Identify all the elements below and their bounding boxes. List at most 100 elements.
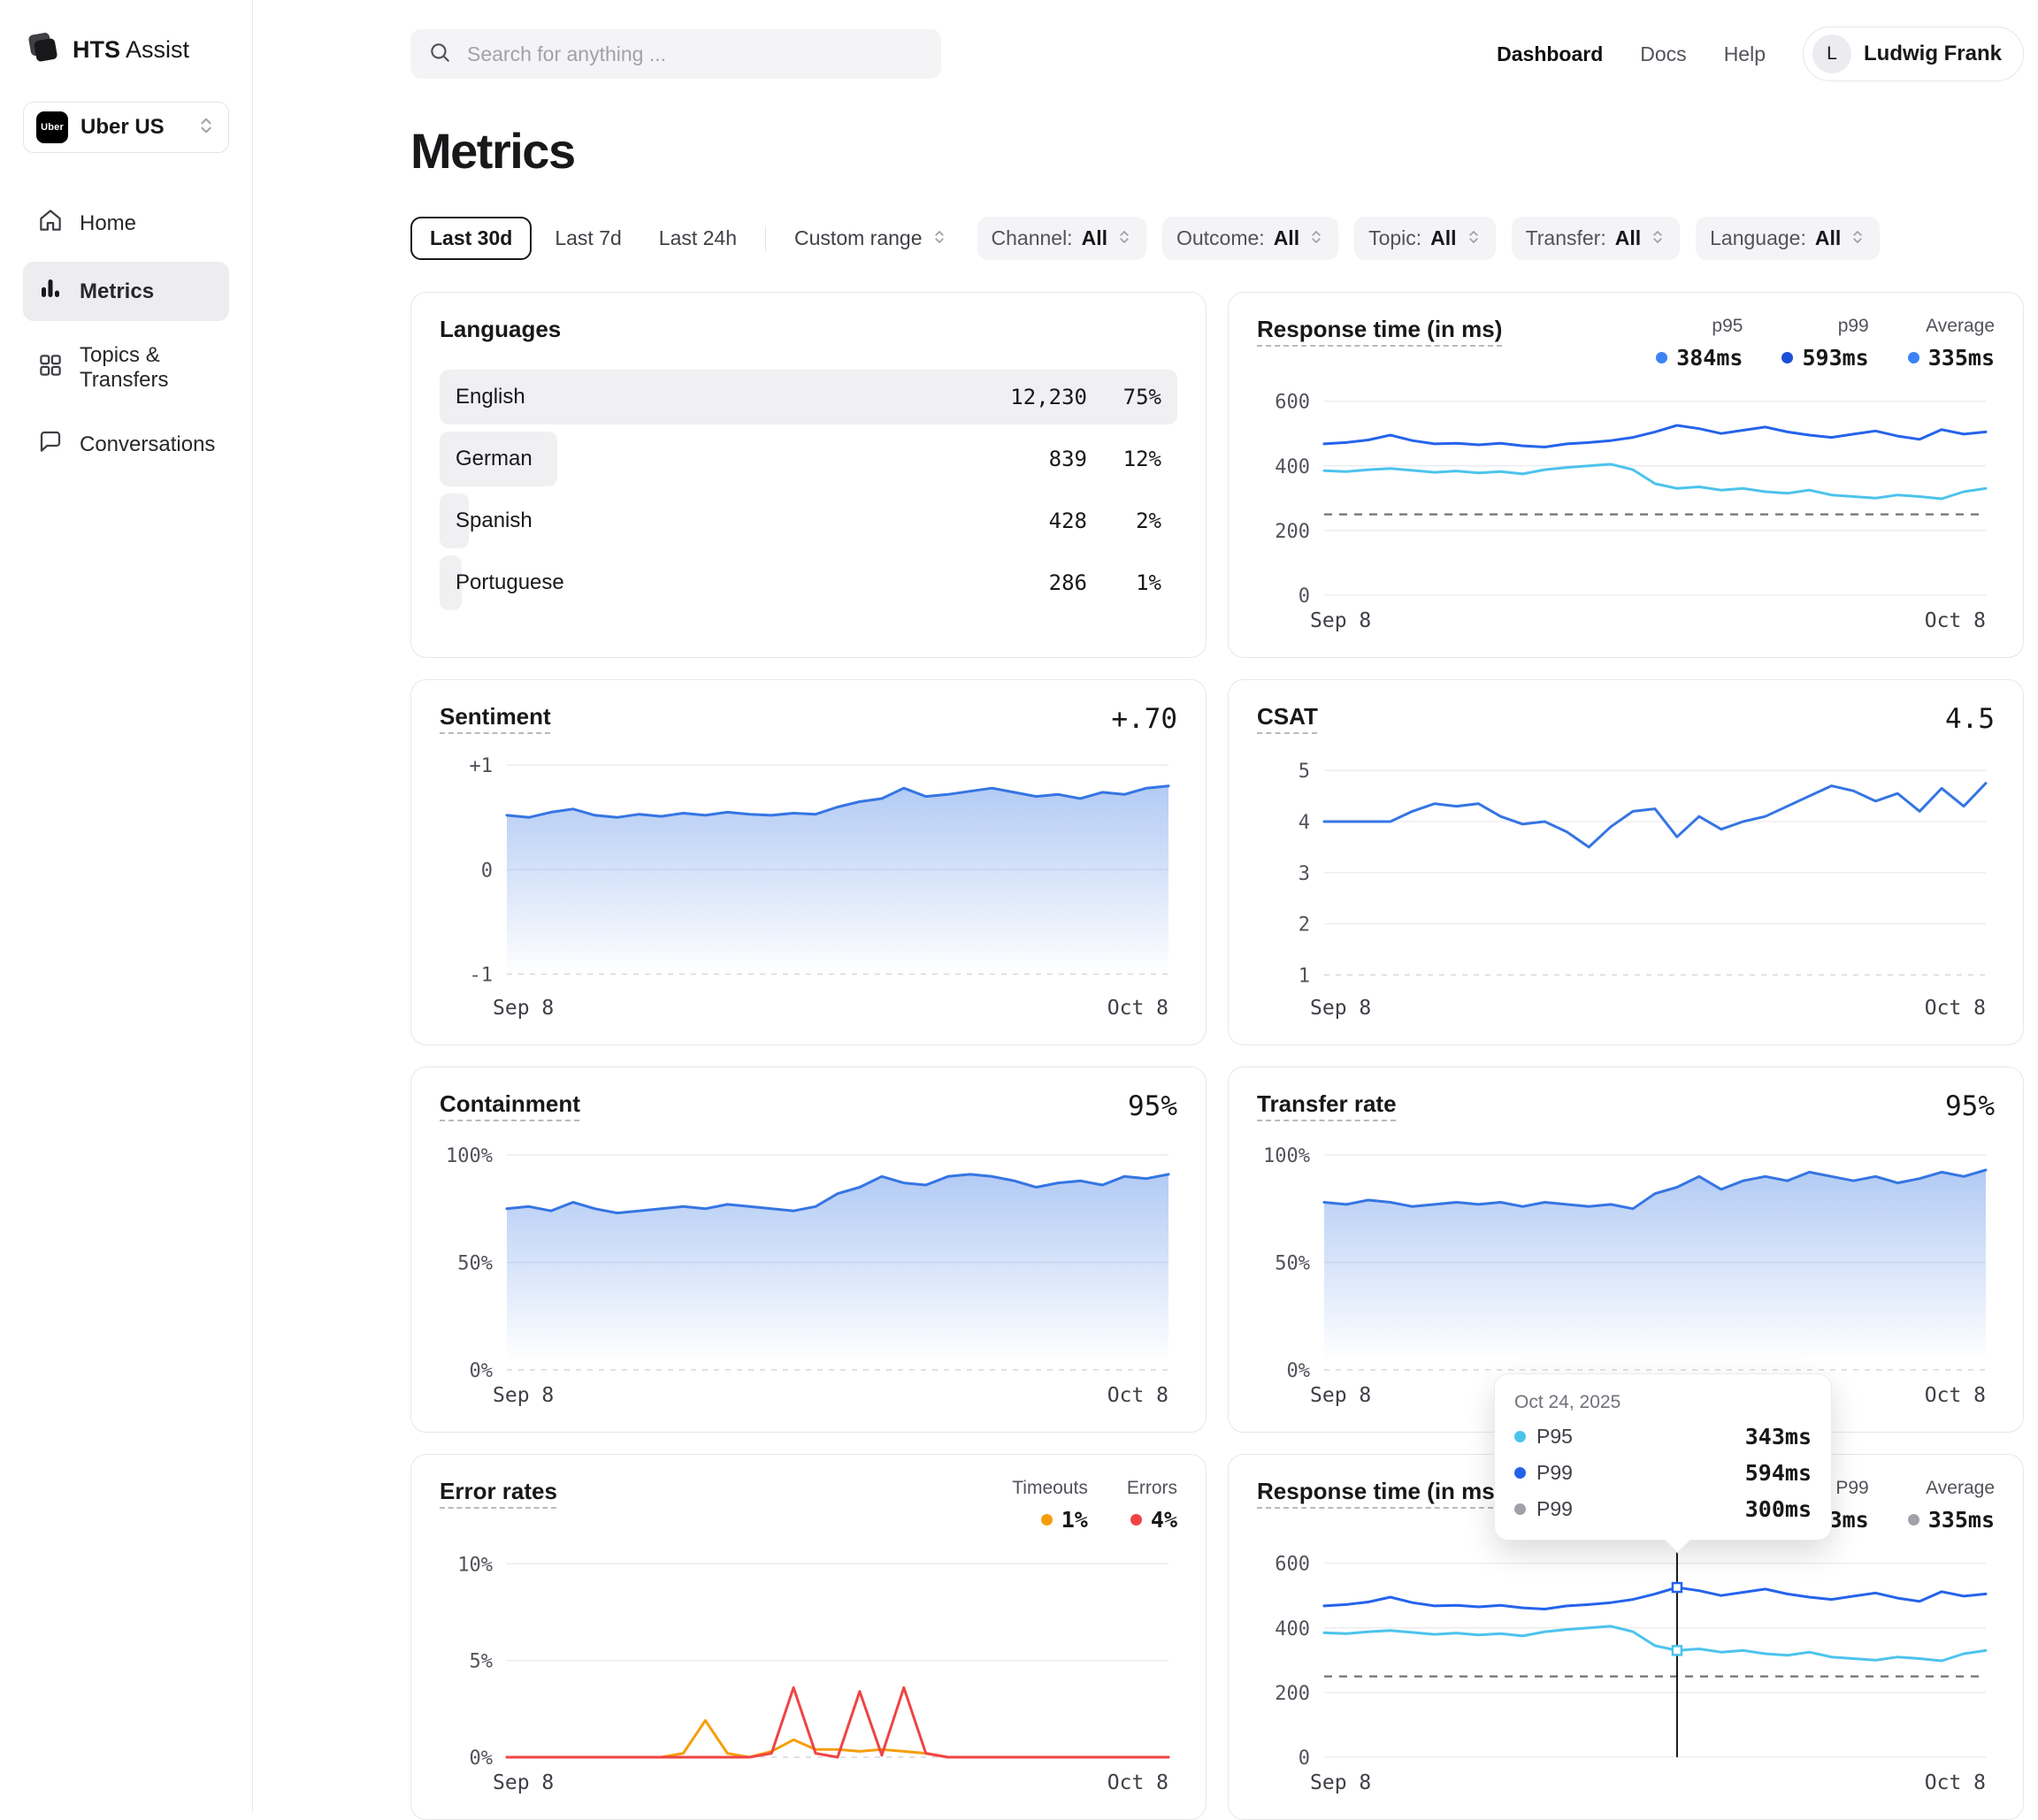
svg-text:Sep 8: Sep 8 xyxy=(1310,1384,1371,1407)
chart-legend: Timeouts 1% Errors 4% xyxy=(1012,1478,1177,1533)
filter-value: All xyxy=(1614,226,1642,249)
sidebar-item-label: Home xyxy=(80,210,137,235)
tooltip-date: Oct 24, 2025 xyxy=(1514,1392,1621,1412)
containment-chart[interactable]: 100% 50% 0% Sep 8 Oct 8 xyxy=(440,1128,1177,1409)
brand-name: HTS Assist xyxy=(73,36,189,64)
filter-last-24h[interactable]: Last 24h xyxy=(658,226,738,249)
svg-text:100%: 100% xyxy=(1263,1145,1310,1167)
filter-custom-range[interactable]: Custom range xyxy=(780,217,961,260)
chevron-updown-icon xyxy=(1308,226,1324,250)
filter-topic[interactable]: Topic: All xyxy=(1354,217,1496,260)
search-input[interactable] xyxy=(465,41,923,67)
chevron-updown-icon xyxy=(931,226,947,250)
language-name: English xyxy=(456,385,525,409)
legend-value: 593ms xyxy=(1802,345,1869,371)
filter-last-7d[interactable]: Last 7d xyxy=(555,226,622,249)
language-row-spanish[interactable]: Spanish 428 2% xyxy=(440,493,1177,548)
legend-dot xyxy=(1656,352,1668,363)
language-percent: 12% xyxy=(1122,447,1161,471)
tooltip-label: P99 xyxy=(1536,1461,1573,1484)
card-title: Error rates xyxy=(440,1478,557,1504)
nav-link-dashboard[interactable]: Dashboard xyxy=(1497,42,1604,65)
sidebar-item-topics-transfers[interactable]: Topics & Transfers xyxy=(23,330,229,406)
language-percent: 2% xyxy=(1136,509,1161,533)
search-icon xyxy=(428,41,451,68)
filter-last-30d[interactable]: Last 30d xyxy=(410,217,532,260)
svg-text:3: 3 xyxy=(1299,863,1310,885)
filter-language[interactable]: Language: All xyxy=(1696,217,1881,260)
response-time-chart[interactable]: 600 400 200 0 Sep 8 Oct 8 xyxy=(1257,1538,1995,1796)
legend-dot xyxy=(1130,1514,1142,1526)
legend-label: Errors xyxy=(1126,1478,1177,1498)
chart-tooltip: Oct 24, 2025 P95 343ms P99 594ms P99 xyxy=(1494,1373,1832,1554)
legend-label: p99 xyxy=(1837,316,1869,336)
filter-label: Language: xyxy=(1710,226,1806,249)
svg-text:Oct 8: Oct 8 xyxy=(1107,997,1168,1020)
legend-label: Timeouts xyxy=(1012,1478,1088,1498)
legend-value: 335ms xyxy=(1927,1507,1995,1533)
org-name: Uber US xyxy=(80,115,165,139)
language-name: German xyxy=(456,447,532,470)
svg-text:0%: 0% xyxy=(470,1747,494,1770)
filter-channel[interactable]: Channel: All xyxy=(977,217,1146,260)
svg-text:0: 0 xyxy=(481,860,493,882)
grid-icon xyxy=(37,352,64,385)
tooltip-row: P95 343ms xyxy=(1514,1424,1812,1449)
language-count: 428 xyxy=(1048,509,1087,533)
language-row-english[interactable]: English 12,230 75% xyxy=(440,370,1177,424)
card-title: CSAT xyxy=(1257,703,1318,730)
svg-text:Sep 8: Sep 8 xyxy=(493,1384,554,1407)
svg-text:0: 0 xyxy=(1299,585,1310,608)
language-row-german[interactable]: German 839 12% xyxy=(440,432,1177,486)
app-logo-icon xyxy=(25,30,60,70)
uber-logo: Uber xyxy=(36,111,68,143)
chat-bubble-icon xyxy=(37,428,64,461)
error-rates-chart[interactable]: 10% 5% 0% Sep 8 Oct 8 xyxy=(440,1538,1177,1796)
legend-value: 4% xyxy=(1150,1507,1177,1533)
search-bar[interactable] xyxy=(410,29,941,79)
sidebar-item-label: Metrics xyxy=(80,279,155,303)
chevron-updown-icon xyxy=(1116,226,1132,250)
sidebar-item-label: Topics & Transfers xyxy=(80,343,169,392)
user-menu[interactable]: L Ludwig Frank xyxy=(1803,27,2024,81)
card-title: Languages xyxy=(440,316,562,342)
card-csat: CSAT 4.5 5 4 3 2 1 Sep 8 Oct 8 xyxy=(1228,679,2024,1045)
brand: HTS Assist xyxy=(25,30,227,70)
legend-dot xyxy=(1907,352,1919,363)
svg-text:+1: +1 xyxy=(470,755,494,777)
svg-text:Sep 8: Sep 8 xyxy=(1310,997,1371,1020)
filter-value: All xyxy=(1081,226,1107,249)
sidebar-item-metrics[interactable]: Metrics xyxy=(23,262,229,321)
org-selector[interactable]: Uber Uber US xyxy=(23,102,229,153)
filter-transfer[interactable]: Transfer: All xyxy=(1511,217,1681,260)
nav-link-help[interactable]: Help xyxy=(1723,42,1766,65)
language-row-portuguese[interactable]: Portuguese 286 1% xyxy=(440,555,1177,610)
svg-text:50%: 50% xyxy=(457,1253,493,1275)
home-icon xyxy=(37,207,64,240)
transfer-rate-chart[interactable]: 100% 50% 0% Sep 8 Oct 8 xyxy=(1257,1128,1995,1409)
svg-text:Sep 8: Sep 8 xyxy=(1310,609,1371,632)
svg-text:Sep 8: Sep 8 xyxy=(493,997,554,1020)
csat-chart[interactable]: 5 4 3 2 1 Sep 8 Oct 8 xyxy=(1257,740,1995,1021)
language-count: 12,230 xyxy=(1010,385,1087,409)
filter-outcome[interactable]: Outcome: All xyxy=(1161,217,1339,260)
legend-value: 384ms xyxy=(1676,345,1743,371)
chevron-updown-icon xyxy=(1650,226,1666,250)
legend-dot xyxy=(1907,1514,1919,1526)
language-name: Spanish xyxy=(456,509,532,532)
tooltip-value: 343ms xyxy=(1744,1424,1812,1449)
response-time-chart[interactable]: 600 400 200 0 Sep 8 Oct 8 xyxy=(1257,376,1995,634)
nav-link-docs[interactable]: Docs xyxy=(1640,42,1687,65)
card-containment: Containment 95% 100% 50% 0% Sep 8 Oct 8 xyxy=(410,1067,1207,1433)
svg-text:Oct 8: Oct 8 xyxy=(1107,1384,1168,1407)
card-transfer-rate: Transfer rate 95% 100% 50% 0% Sep 8 Oct 8 xyxy=(1228,1067,2024,1433)
svg-text:0: 0 xyxy=(1299,1747,1310,1770)
card-title: Containment xyxy=(440,1090,580,1117)
filter-label: Channel: xyxy=(991,226,1073,249)
language-percent: 75% xyxy=(1122,385,1161,409)
svg-text:400: 400 xyxy=(1275,1618,1310,1640)
sentiment-chart[interactable]: +1 0 -1 Sep 8 Oct 8 xyxy=(440,740,1177,1021)
language-count: 286 xyxy=(1048,570,1087,595)
sidebar-item-home[interactable]: Home xyxy=(23,194,229,253)
sidebar-item-conversations[interactable]: Conversations xyxy=(23,415,229,474)
